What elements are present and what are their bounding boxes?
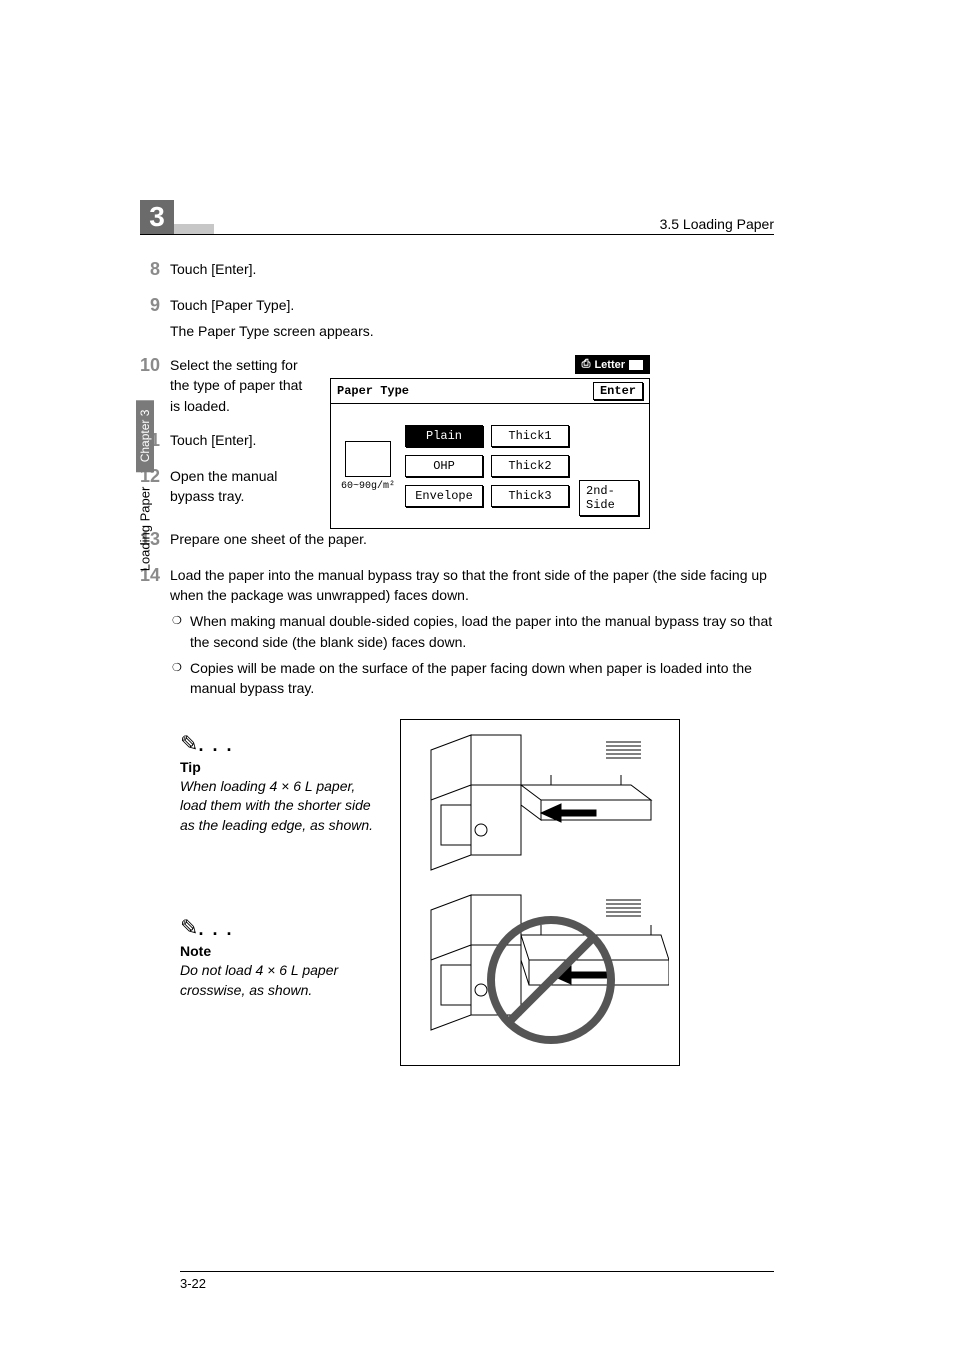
screen-title: Paper Type [337,384,409,398]
weight-label: 60~90g/m² [341,481,395,492]
step-12: 12 Open the manual bypass tray. [140,466,310,507]
weight-box-icon [345,441,391,477]
steps-10-12-split: 10 Select the setting for the type of pa… [140,355,774,529]
page-number: 3-22 [180,1276,206,1291]
step-body: Touch [Enter]. [170,259,774,281]
step-8: 8 Touch [Enter]. [140,259,774,281]
step-num: 9 [140,295,170,342]
side-chapter-box: Chapter 3 [136,400,154,473]
thick2-button[interactable]: Thick2 [491,455,569,477]
page-footer: 3-22 [180,1271,774,1291]
step-body: Open the manual bypass tray. [170,466,310,507]
bullet-2: Copies will be made on the surface of th… [190,658,774,699]
pencil-icon: ✎ [180,915,198,940]
chapter-bar [174,224,214,234]
step-13: 13 Prepare one sheet of the paper. [140,529,774,551]
tip-callout: ✎. . . Tip When loading 4 × 6 L paper, l… [180,731,380,836]
letter-label: Letter [594,359,625,371]
screen-title-row: Paper Type Enter [330,378,650,404]
enter-button[interactable]: Enter [593,382,643,400]
tip-body: When loading 4 × 6 L paper, load them wi… [180,777,380,836]
side-section-label: Loading Paper [138,487,153,572]
section-title: 3.5 Loading Paper [660,216,774,234]
step-text: Touch [Paper Type]. [170,295,774,315]
step-text: Load the paper into the manual bypass tr… [170,565,774,606]
weight-column: 60~90g/m² [341,441,395,492]
step-num: 8 [140,259,170,281]
screen-panel: 60~90g/m² Plain Thick1 OHP Thick2 Envelo… [330,404,650,529]
side-tab: Loading Paper Chapter 3 [136,400,154,571]
tip-note-section: ✎. . . Tip When loading 4 × 6 L paper, l… [180,719,774,1066]
plain-button[interactable]: Plain [405,425,483,447]
correct-loading-diagram [411,730,669,880]
second-side-button[interactable]: 2nd-Side [579,480,639,516]
paper-loading-diagrams [400,719,680,1066]
envelope-button[interactable]: Envelope [405,485,483,507]
step-14-bullets: When making manual double-sided copies, … [170,611,774,698]
tip-title: Tip [180,759,380,775]
step-body: Select the setting for the type of paper… [170,355,310,416]
sheet-icon: ⎙ [582,358,591,371]
step-body: Touch [Paper Type]. The Paper Type scree… [170,295,774,342]
step-body: Prepare one sheet of the paper. [170,529,774,551]
paper-type-screen: ⎙ Letter Paper Type Enter 60~90g/m² Plai… [330,355,650,529]
pencil-icon: ✎ [180,731,198,756]
prohibited-loading-diagram [411,890,669,1055]
chapter-badge: 3 [140,200,214,234]
letter-indicator: ⎙ Letter [575,355,650,374]
note-callout: ✎. . . Note Do not load 4 × 6 L paper cr… [180,915,380,1000]
bullet-1: When making manual double-sided copies, … [190,611,774,652]
thick3-button[interactable]: Thick3 [491,485,569,507]
step-subtext: The Paper Type screen appears. [170,321,774,341]
note-title: Note [180,943,380,959]
step-10: 10 Select the setting for the type of pa… [140,355,310,416]
chapter-number: 3 [140,200,174,234]
dots-icon: . . . [198,735,233,755]
step-11: 11 Touch [Enter]. [140,430,310,452]
dots-icon: . . . [198,919,233,939]
step-9: 9 Touch [Paper Type]. The Paper Type scr… [140,295,774,342]
step-num: 14 [140,565,170,705]
page-orientation-icon [629,360,643,370]
ohp-button[interactable]: OHP [405,455,483,477]
step-body: Touch [Enter]. [170,430,310,452]
step-body: Load the paper into the manual bypass tr… [170,565,774,705]
page-header: 3 3.5 Loading Paper [140,200,774,235]
note-body: Do not load 4 × 6 L paper crosswise, as … [180,961,380,1000]
thick1-button[interactable]: Thick1 [491,425,569,447]
paper-type-buttons: Plain Thick1 OHP Thick2 Envelope Thick3 [405,425,569,507]
step-14: 14 Load the paper into the manual bypass… [140,565,774,705]
